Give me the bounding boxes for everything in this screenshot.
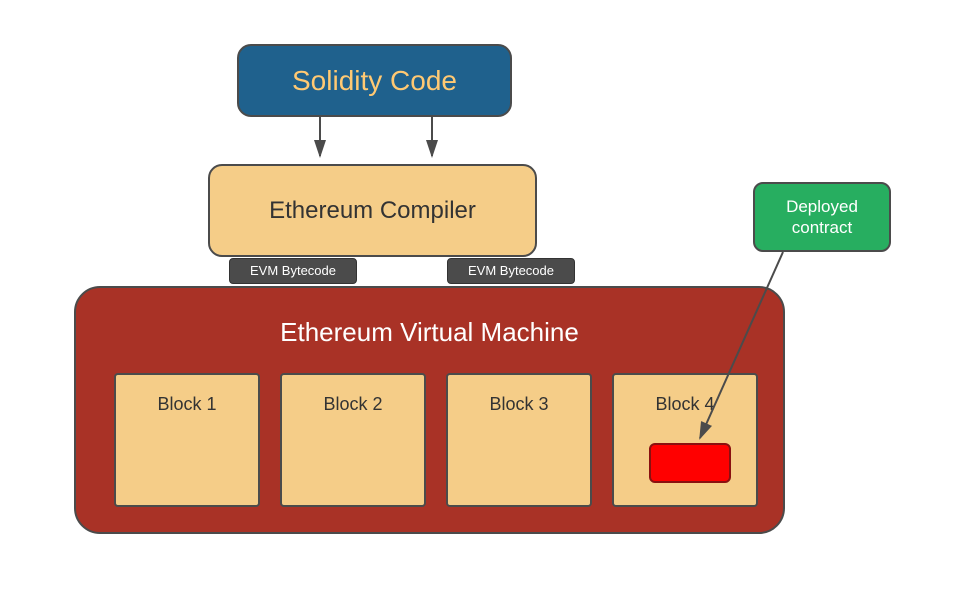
node-evm-label: Ethereum Virtual Machine xyxy=(280,316,579,349)
node-compiler: Ethereum Compiler xyxy=(208,164,537,257)
node-bytecode-1: EVM Bytecode xyxy=(229,258,357,284)
node-bytecode-2-label: EVM Bytecode xyxy=(468,263,554,279)
node-bytecode-1-label: EVM Bytecode xyxy=(250,263,336,279)
node-solidity-label: Solidity Code xyxy=(292,63,457,98)
node-deployed-label-text: Deployedcontract xyxy=(786,196,858,239)
node-block-4: Block 4 xyxy=(612,373,758,507)
node-block-3: Block 3 xyxy=(446,373,592,507)
node-compiler-label: Ethereum Compiler xyxy=(269,196,476,226)
node-deployed-inner xyxy=(649,443,731,483)
node-block-4-label: Block 4 xyxy=(655,393,714,416)
node-solidity: Solidity Code xyxy=(237,44,512,117)
node-block-3-label: Block 3 xyxy=(489,393,548,416)
node-bytecode-2: EVM Bytecode xyxy=(447,258,575,284)
node-block-2-label: Block 2 xyxy=(323,393,382,416)
node-block-1-label: Block 1 xyxy=(157,393,216,416)
node-deployed-label: Deployedcontract xyxy=(753,182,891,252)
node-block-2: Block 2 xyxy=(280,373,426,507)
node-block-1: Block 1 xyxy=(114,373,260,507)
